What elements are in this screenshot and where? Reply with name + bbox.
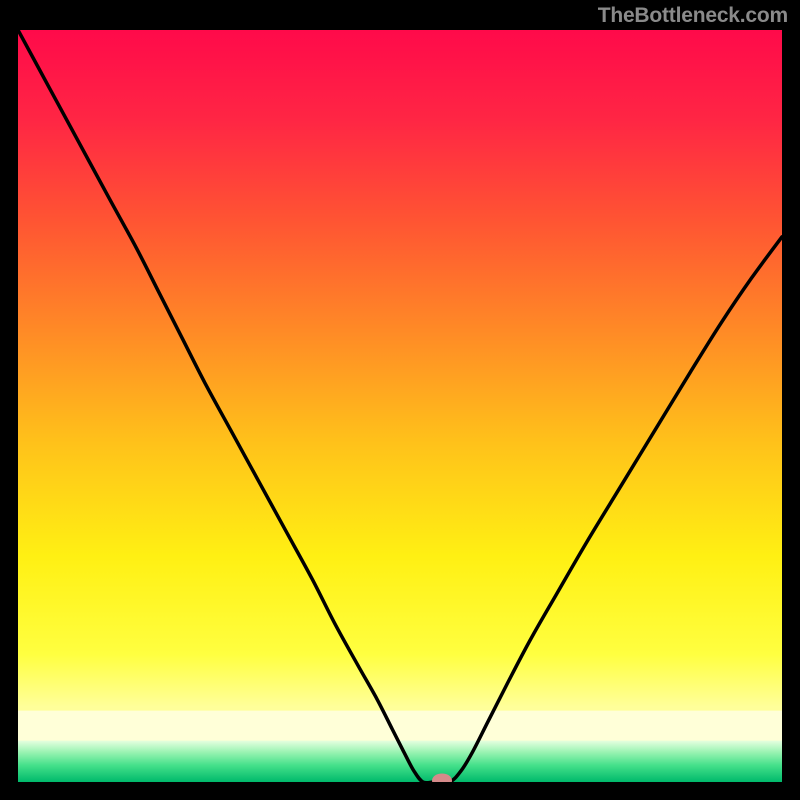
plot-area — [18, 30, 782, 782]
pale-band — [18, 711, 782, 741]
background-gradient — [18, 30, 782, 782]
chart-svg — [18, 30, 782, 782]
chart-frame: TheBottleneck.com — [0, 0, 800, 800]
watermark-text: TheBottleneck.com — [598, 4, 788, 28]
